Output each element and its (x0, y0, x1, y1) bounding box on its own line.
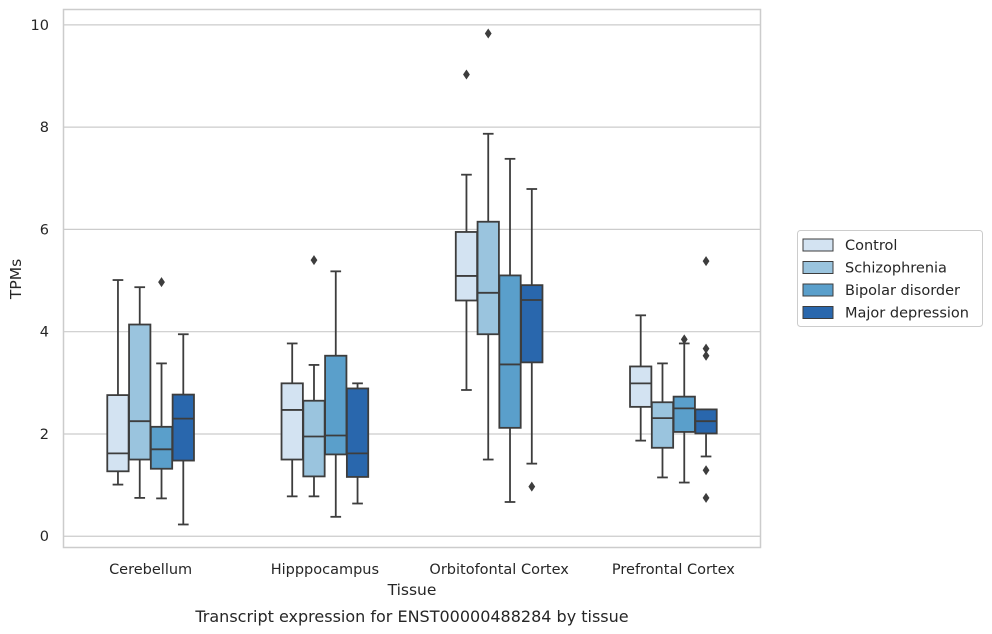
legend-swatch (802, 283, 834, 297)
box-body (171, 393, 195, 462)
legend-frame (797, 230, 983, 327)
series-schizophrenia (128, 28, 675, 499)
box-body (128, 323, 152, 461)
box-body (149, 425, 174, 470)
box-body (672, 395, 696, 433)
x-axis-label: Tissue (387, 581, 437, 599)
y-tick-label: 6 (40, 222, 49, 238)
box-body (650, 401, 675, 449)
box (520, 188, 544, 492)
chart-caption: Transcript expression for ENST0000048828… (194, 607, 628, 626)
legend-label: Schizophrenia (845, 261, 947, 277)
box-body (302, 399, 326, 478)
legend-label: Control (845, 238, 897, 254)
box (106, 279, 130, 486)
box-body (324, 354, 348, 456)
outlier-point (484, 28, 492, 39)
legend-item: Control (802, 238, 897, 254)
legend-label: Major depression (845, 306, 969, 322)
box-body (476, 220, 500, 336)
outlier-point (528, 481, 536, 492)
legend-label: Bipolar disorder (845, 283, 960, 299)
box-body (454, 231, 479, 302)
y-tick-label: 4 (40, 325, 49, 341)
y-tick-label: 8 (40, 120, 49, 136)
y-tick-label: 10 (31, 18, 49, 34)
x-tick-labels: Cerebellum Hipppocampus Orbitofontal Corte… (109, 562, 735, 578)
plot-frame (62, 8, 762, 549)
box-body (520, 284, 544, 364)
box-body (280, 382, 304, 461)
box (149, 277, 174, 500)
y-tick-label: 2 (40, 427, 49, 443)
box (672, 334, 696, 484)
legend-swatch (802, 306, 834, 319)
box (302, 255, 326, 498)
outlier-point (463, 69, 470, 80)
box-series (106, 28, 718, 526)
outlier-point (702, 256, 710, 267)
legend-item: Schizophrenia (802, 261, 947, 277)
series-major-depression (171, 188, 718, 526)
outlier-point (702, 465, 710, 476)
x-tick-label: Hipppocampus (271, 562, 379, 578)
box (345, 382, 370, 505)
box-body (345, 387, 370, 478)
box (171, 333, 195, 526)
x-tick-label: Cerebellum (109, 562, 192, 578)
series-control (106, 69, 653, 498)
box (324, 270, 348, 518)
y-tick-labels: 0 2 4 6 8 10 (31, 18, 49, 545)
outlier-point (680, 334, 688, 345)
legend-swatch (802, 261, 834, 274)
box (498, 157, 522, 503)
outlier-point (702, 350, 710, 361)
outlier-point (158, 277, 165, 288)
box-body (106, 394, 130, 473)
box (280, 342, 304, 498)
y-axis-label: TPMs (7, 259, 25, 300)
x-tick-label: Prefrontal Cortex (612, 562, 735, 578)
box (454, 69, 479, 391)
box (694, 256, 718, 503)
outlier-point (702, 492, 710, 503)
legend: Control Schizophrenia Bipolar disorder Majo… (797, 230, 983, 327)
legend-item: Bipolar disorder (802, 283, 960, 299)
outlier-point (702, 343, 710, 354)
box (476, 28, 500, 461)
box-body (629, 365, 653, 408)
outlier-point (310, 255, 318, 266)
legend-item: Major depression (802, 306, 969, 322)
x-tick-label: Orbitofontal Cortex (429, 562, 569, 578)
box (128, 286, 152, 499)
series-bipolar-disorder (149, 157, 696, 518)
box (650, 362, 675, 479)
legend-swatch (802, 238, 834, 252)
box-body (498, 274, 522, 429)
y-tick-label: 0 (40, 529, 49, 545)
box (629, 314, 653, 442)
